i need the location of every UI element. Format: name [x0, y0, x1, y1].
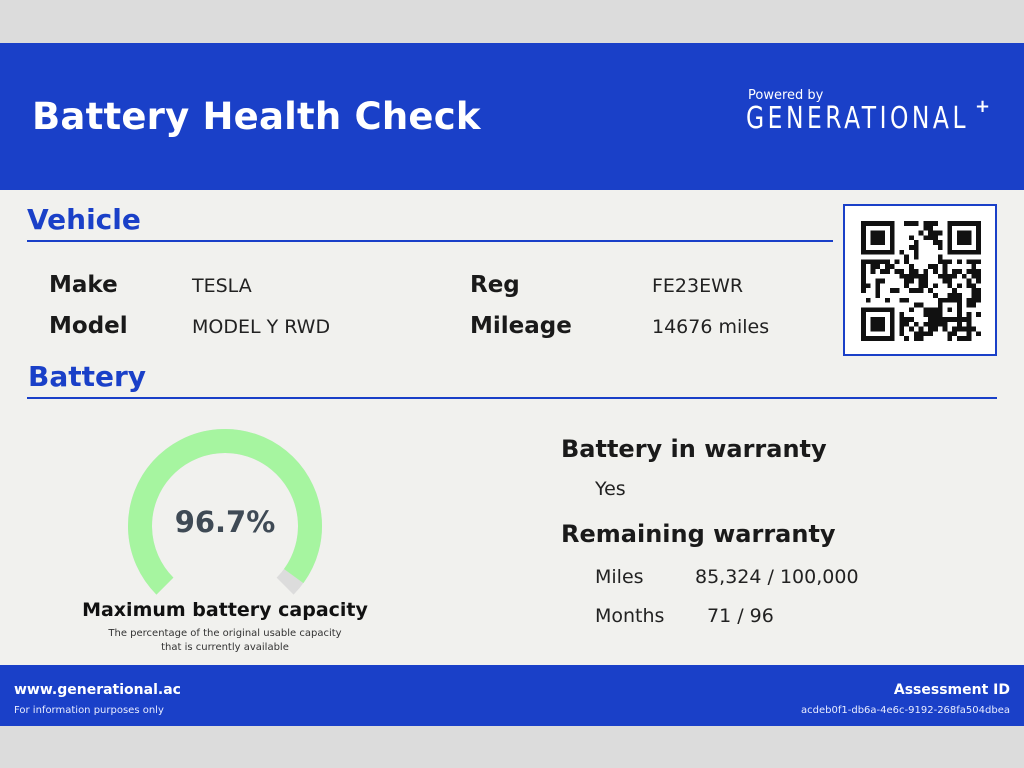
- miles-label: Miles: [595, 566, 644, 588]
- months-label: Months: [595, 605, 665, 627]
- capacity-description: The percentage of the original usable ca…: [85, 627, 365, 655]
- qr-code-icon: [861, 221, 981, 341]
- capacity-value: 96.7%: [174, 505, 276, 539]
- make-label: Make: [49, 272, 118, 298]
- disclaimer-text: For information purposes only: [14, 705, 164, 716]
- brand-logo: GENERATIONAL: [746, 101, 969, 136]
- vehicle-section-title: Vehicle: [27, 203, 141, 236]
- model-label: Model: [49, 313, 128, 339]
- reg-value: FE23EWR: [652, 275, 744, 297]
- in-warranty-label: Battery in warranty: [561, 435, 827, 463]
- miles-value: 85,324 / 100,000: [695, 566, 859, 588]
- website-link[interactable]: www.generational.ac: [14, 682, 181, 698]
- footer-bar: www.generational.ac For information purp…: [0, 665, 1024, 726]
- vehicle-divider: [27, 240, 833, 242]
- header-banner: Battery Health Check Powered by GENERATI…: [0, 43, 1024, 190]
- remaining-warranty-label: Remaining warranty: [561, 520, 836, 548]
- reg-label: Reg: [470, 272, 520, 298]
- battery-section-title: Battery: [28, 360, 147, 393]
- make-value: TESLA: [192, 275, 252, 297]
- capacity-desc-line-2: that is currently available: [161, 642, 289, 653]
- in-warranty-value: Yes: [595, 478, 626, 500]
- mileage-label: Mileage: [470, 313, 572, 339]
- capacity-title: Maximum battery capacity: [82, 599, 368, 621]
- powered-by-label: Powered by: [748, 88, 824, 103]
- gauge-fill: [128, 429, 322, 595]
- model-value: MODEL Y RWD: [192, 316, 331, 338]
- assessment-id-label: Assessment ID: [893, 682, 1010, 698]
- brand-plus-mark: +: [975, 96, 991, 117]
- mileage-value: 14676 miles: [652, 316, 770, 338]
- battery-divider: [27, 397, 997, 399]
- page-title: Battery Health Check: [32, 95, 481, 138]
- capacity-gauge: [128, 429, 322, 595]
- qr-code[interactable]: [843, 204, 997, 356]
- assessment-id-value: acdeb0f1-db6a-4e6c-9192-268fa504dbea: [801, 705, 1010, 716]
- capacity-desc-line-1: The percentage of the original usable ca…: [108, 628, 342, 639]
- months-value: 71 / 96: [707, 605, 774, 627]
- battery-health-card: Battery Health Check Powered by GENERATI…: [0, 43, 1024, 726]
